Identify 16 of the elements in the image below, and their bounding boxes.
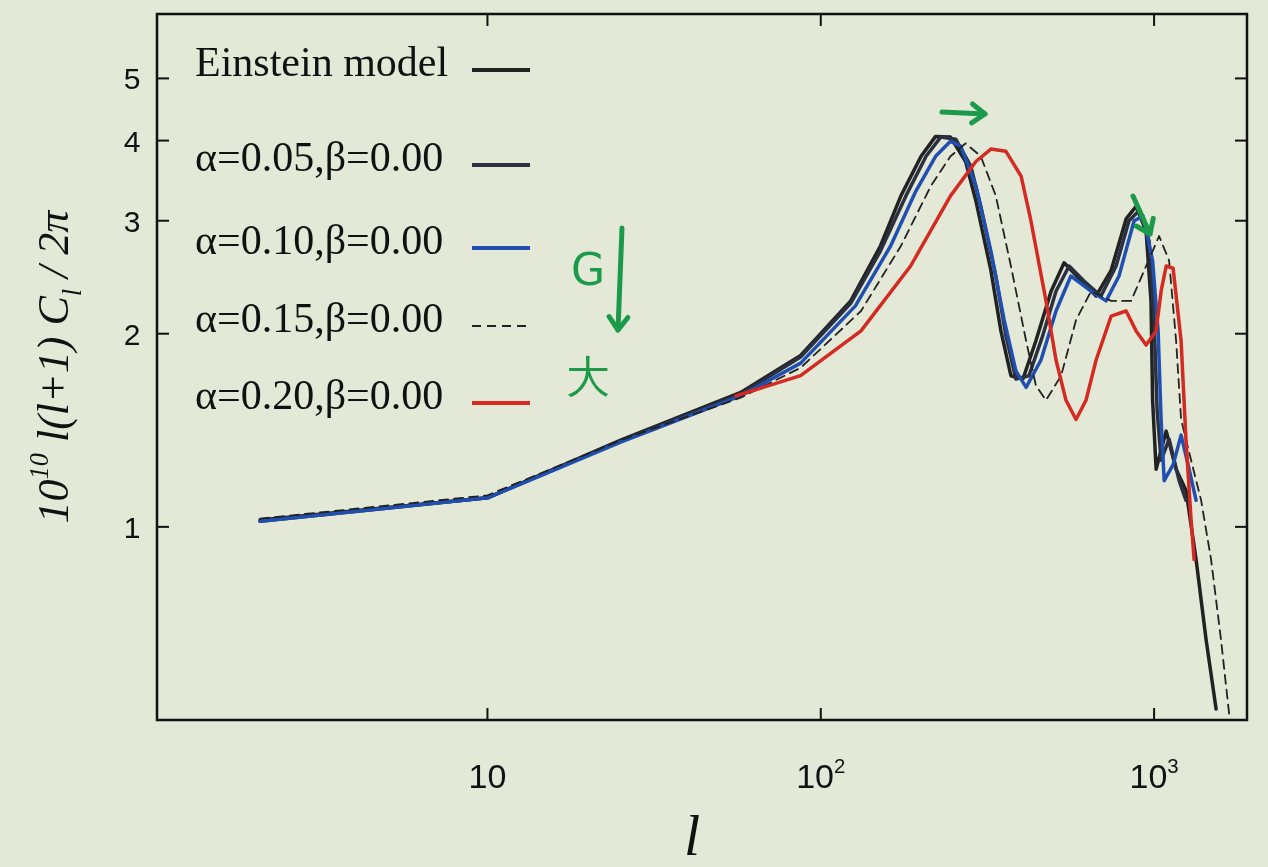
- legend-label: Einstein model: [195, 39, 449, 85]
- legend-label: α=0.20,β=0.00: [195, 372, 444, 418]
- y-tick-label: 4: [123, 124, 141, 158]
- y-tick-label: 5: [123, 62, 141, 96]
- x-tick-label: 10$^{3}$: [1129, 754, 1179, 795]
- annotation: 大: [566, 351, 610, 402]
- annotation: G: [570, 244, 606, 295]
- y-tick-label: 2: [123, 317, 141, 351]
- legend-label: α=0.05,β=0.00: [195, 134, 444, 180]
- x-tick-label: 10$^{2}$: [796, 754, 846, 795]
- legend-label: α=0.10,β=0.00: [195, 217, 444, 263]
- y-tick-label: 1: [123, 510, 141, 544]
- legend-label: α=0.15,β=0.00: [195, 295, 444, 341]
- y-tick-label: 3: [123, 204, 141, 238]
- x-tick-label: 10: [468, 757, 507, 795]
- x-axis-title: l: [683, 803, 701, 867]
